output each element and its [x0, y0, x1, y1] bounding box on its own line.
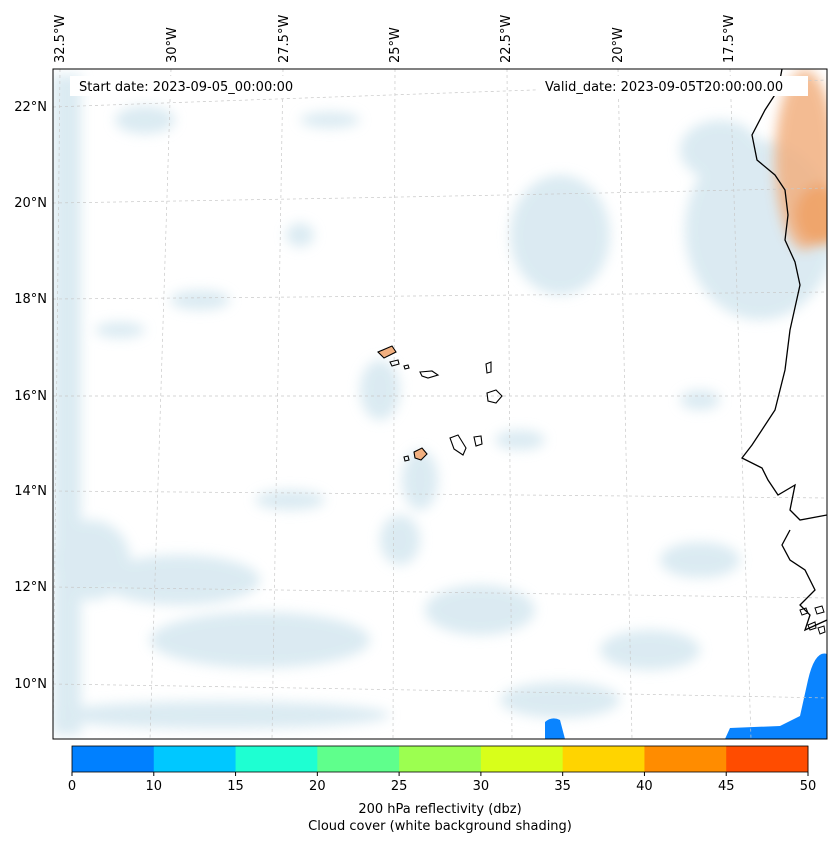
map-layers	[53, 69, 827, 739]
colorbar-segment	[72, 746, 155, 772]
island-santa-luzia	[403, 364, 410, 370]
longitude-label: 25°W	[388, 27, 403, 63]
colorbar-tick-label: 35	[554, 779, 571, 794]
colorbar-tick-label: 30	[473, 779, 490, 794]
start-date-text: Start date: 2023-09-05_00:00:00	[79, 80, 293, 95]
colorbar-tick-label: 45	[718, 779, 735, 794]
longitude-label: 17.5°W	[722, 15, 737, 63]
colorbar-tick-label: 25	[391, 779, 408, 794]
colorbar-tick-label: 50	[800, 779, 817, 794]
latitude-label: 20°N	[14, 196, 47, 211]
bijagos-islands	[799, 605, 826, 635]
island-santo-antao	[377, 345, 397, 359]
island-brava	[403, 455, 410, 462]
longitude-labels: 32.5°W 30°W 27.5°W 25°W 22.5°W 20°W 17.5°W	[53, 15, 737, 63]
latitude-label: 14°N	[14, 484, 47, 499]
reflectivity-blue	[545, 653, 827, 739]
latitude-label: 10°N	[14, 677, 47, 692]
latitude-label: 18°N	[14, 292, 47, 307]
longitude-label: 27.5°W	[277, 15, 292, 63]
island-sal	[485, 361, 492, 374]
map-border	[52, 68, 828, 740]
colorbar-title-line1: 200 hPa reflectivity (dbz)	[358, 802, 521, 817]
colorbar-title-line2: Cloud cover (white background shading)	[308, 819, 572, 834]
colorbar-border	[71, 745, 809, 773]
longitude-label: 20°W	[611, 27, 626, 63]
island-sao-vicente	[389, 359, 400, 367]
longitude-label: 32.5°W	[53, 15, 68, 63]
africa-coastline	[741, 69, 827, 632]
valid-date-box	[538, 76, 808, 96]
colorbar-segment	[726, 746, 809, 772]
colorbar-tick-label: 0	[68, 779, 76, 794]
valid-date-text: Valid_date: 2023-09-05T20:00:00.00	[545, 80, 783, 95]
latitude-label: 22°N	[14, 100, 47, 115]
colorbar-tick-label: 15	[227, 779, 244, 794]
island-boa-vista	[486, 389, 503, 404]
cloud-cover-shading	[53, 75, 827, 735]
colorbar-segment	[317, 746, 400, 772]
colorbar-tick-label: 20	[309, 779, 326, 794]
latitude-labels: 22°N 20°N 18°N 16°N 14°N 12°N 10°N	[14, 100, 47, 692]
latitude-label: 16°N	[14, 389, 47, 404]
island-santiago	[449, 434, 467, 456]
colorbar-tick-label: 40	[636, 779, 653, 794]
island-fogo	[413, 447, 428, 461]
colorbar-segment	[153, 746, 237, 772]
colorbar-segment	[644, 746, 727, 772]
colorbar-tick-label: 10	[146, 779, 163, 794]
start-date-box	[70, 76, 318, 96]
colorbar-segment	[399, 746, 482, 772]
colorbar-segment	[480, 746, 564, 772]
colorbar-segment	[235, 746, 318, 772]
longitude-label: 30°W	[165, 27, 180, 63]
longitude-label: 22.5°W	[499, 15, 514, 63]
latitude-label: 12°N	[14, 580, 47, 595]
graticule	[53, 69, 827, 739]
island-sao-nicolau	[419, 370, 440, 379]
colorbar-segment	[562, 746, 645, 772]
island-maio	[473, 435, 483, 447]
colorbar: 0 10 15 20 25 30 35 40 45 50	[68, 745, 817, 794]
cape-verde-islands	[377, 345, 503, 462]
reflectivity-orange	[775, 70, 827, 250]
